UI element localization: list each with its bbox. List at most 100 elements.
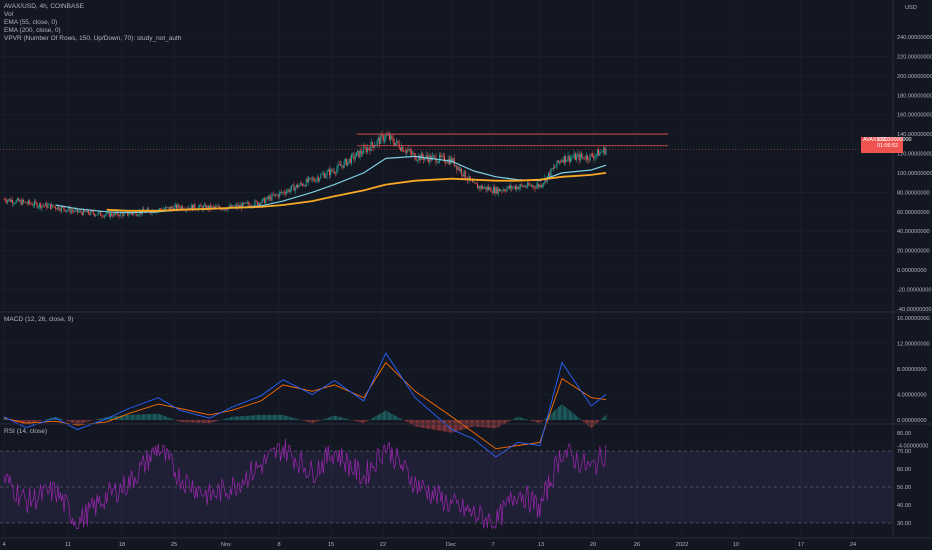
candle-down	[392, 137, 394, 143]
candle-down	[191, 205, 193, 211]
rsi-title[interactable]: RSI (14, close)	[4, 428, 47, 435]
vol-label[interactable]: Vol	[4, 11, 14, 19]
candle-down	[176, 204, 178, 210]
x-tick-label: 10	[733, 542, 739, 548]
macd-title[interactable]: MACD (12, 26, close, 9)	[4, 316, 74, 323]
candle-up	[535, 186, 537, 189]
candle-up	[305, 178, 307, 187]
candle-down	[166, 207, 168, 208]
candle-down	[270, 196, 272, 201]
price-tick-label: 160.00000000	[897, 113, 932, 119]
candle-down	[522, 185, 524, 187]
candle-up	[78, 211, 80, 213]
candle-down	[100, 211, 102, 216]
candle-up	[16, 198, 18, 201]
candle-down	[235, 205, 237, 208]
candle-up	[227, 207, 229, 211]
price-tick-label: -20.00000000	[897, 287, 932, 293]
candle-up	[370, 142, 372, 151]
candle-up	[518, 187, 520, 190]
candle-up	[287, 189, 289, 192]
candle-up	[244, 202, 246, 204]
macd-tick-label: -4.00000000	[897, 444, 928, 450]
price-tick-label: 220.00000000	[897, 54, 932, 60]
price-tick-label: 0.00000000	[897, 268, 927, 274]
price-pane[interactable]	[0, 130, 893, 220]
candle-up	[500, 190, 502, 192]
candle-up	[380, 134, 382, 144]
rsi-pane[interactable]	[0, 438, 893, 530]
candle-up	[95, 215, 97, 216]
candle-up	[344, 158, 346, 162]
candle-down	[122, 213, 124, 217]
candle-down	[283, 191, 285, 194]
price-tick-label: 120.00000000	[897, 152, 932, 158]
candle-down	[29, 200, 31, 204]
ema55-label[interactable]: EMA (55, close, 0)	[4, 19, 58, 27]
candle-up	[83, 209, 85, 215]
candle-up	[319, 178, 321, 181]
candle-down	[358, 150, 360, 158]
candle-up	[492, 187, 494, 193]
candle-down	[391, 135, 393, 138]
candle-down	[302, 184, 304, 186]
x-tick-label: 22	[380, 542, 386, 548]
candle-down	[43, 205, 45, 207]
candle-down	[18, 198, 20, 202]
candle-up	[432, 155, 434, 157]
candle-down	[581, 153, 583, 157]
candle-up	[61, 206, 63, 211]
price-badge-countdown: 01:06:52	[877, 143, 898, 149]
candle-up	[298, 185, 300, 188]
candle-up	[585, 155, 587, 160]
candle-down	[264, 197, 266, 204]
candle-down	[403, 151, 405, 153]
candle-up	[316, 177, 318, 180]
candle-up	[601, 151, 603, 153]
candle-down	[46, 203, 48, 208]
candle-down	[505, 190, 507, 192]
candle-down	[442, 155, 444, 157]
candle-down	[479, 186, 481, 189]
macd-tick-label: 4.00000000	[897, 393, 927, 399]
candle-down	[212, 206, 214, 207]
candle-up	[563, 155, 565, 163]
candle-up	[47, 204, 49, 208]
candle-down	[499, 188, 501, 192]
candle-up	[154, 212, 155, 213]
candle-up	[109, 213, 111, 217]
ema200-label[interactable]: EMA (200, close, 0)	[4, 27, 61, 35]
candle-up	[15, 200, 17, 204]
candle-up	[327, 169, 329, 172]
macd-pane[interactable]	[3, 352, 607, 458]
candle-up	[128, 214, 130, 216]
candle-down	[213, 206, 215, 208]
candle-down	[54, 206, 56, 209]
candle-up	[86, 210, 88, 213]
rsi-tick-label: 50.00	[897, 485, 911, 491]
candle-down	[485, 186, 487, 190]
candle-up	[325, 175, 327, 178]
candle-down	[108, 212, 110, 217]
candle-down	[534, 187, 536, 189]
candle-up	[51, 204, 53, 209]
candle-up	[480, 185, 482, 189]
macd-tick-label: 0.00000000	[897, 418, 927, 424]
candle-up	[547, 172, 549, 176]
signal-line	[3, 361, 607, 450]
x-tick-label: 18	[119, 542, 125, 548]
candle-down	[349, 158, 351, 164]
candle-down	[9, 198, 11, 202]
candle-up	[265, 199, 267, 204]
candle-up	[589, 154, 591, 161]
price-tick-label: 200.00000000	[897, 74, 932, 80]
candle-down	[112, 215, 114, 217]
vpvr-label[interactable]: VPVR (Number Of Rows, 150, Up/Down, 70):…	[4, 35, 182, 43]
symbol-label[interactable]: AVAX/USD, 4h, COINBASE	[4, 3, 84, 10]
candle-up	[567, 155, 569, 161]
candle-down	[409, 149, 411, 152]
candle-down	[386, 134, 388, 136]
candle-up	[489, 187, 491, 190]
candle-up	[424, 157, 426, 160]
